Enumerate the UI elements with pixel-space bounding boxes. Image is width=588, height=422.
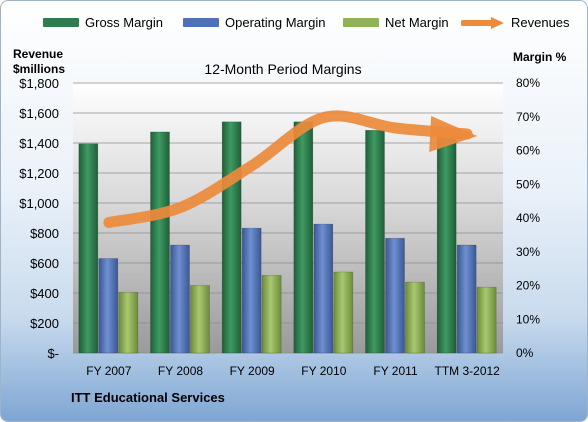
left-axis-title-line-1: Revenue bbox=[13, 47, 64, 61]
right-tick-label: 20% bbox=[516, 279, 540, 293]
bar-gross-margin bbox=[436, 133, 457, 354]
company-name: ITT Educational Services bbox=[71, 390, 225, 405]
left-tick-label: $- bbox=[47, 346, 59, 361]
right-tick-label: 80% bbox=[516, 76, 540, 90]
chart-title: 12-Month Period Margins bbox=[204, 61, 361, 77]
x-tick-label: FY 2007 bbox=[86, 364, 131, 378]
legend-label-gross-margin: Gross Margin bbox=[85, 15, 164, 30]
bar-operating-margin bbox=[456, 244, 477, 354]
bar-net-margin bbox=[405, 281, 425, 354]
x-tick-label: FY 2008 bbox=[158, 364, 203, 378]
right-tick-label: 60% bbox=[516, 144, 540, 158]
left-tick-label: $1,200 bbox=[19, 166, 59, 181]
legend-label-revenues: Revenues bbox=[511, 15, 570, 30]
bar-net-margin bbox=[190, 285, 210, 354]
right-tick-label: 50% bbox=[516, 177, 540, 191]
bar-operating-margin bbox=[241, 227, 262, 354]
left-tick-label: $400 bbox=[30, 286, 59, 301]
bar-gross-margin bbox=[293, 121, 314, 354]
revenue-line-path bbox=[103, 110, 473, 228]
bar-net-margin bbox=[476, 286, 497, 354]
right-tick-label: 10% bbox=[516, 312, 540, 326]
x-tick-label: FY 2010 bbox=[301, 364, 346, 378]
legend-swatch-net-margin bbox=[343, 18, 379, 27]
right-axis-title: Margin % bbox=[513, 50, 567, 64]
left-axis-title: Revenue $millions bbox=[13, 47, 65, 77]
revenue-line bbox=[103, 110, 478, 228]
left-tick-label: $600 bbox=[30, 256, 59, 271]
left-tick-label: $1,600 bbox=[19, 106, 59, 121]
legend-label-net-margin: Net Margin bbox=[385, 15, 449, 30]
right-tick-label: 40% bbox=[516, 211, 540, 225]
legend-swatch-operating-margin bbox=[183, 18, 219, 27]
bar-net-margin bbox=[261, 275, 282, 354]
bars bbox=[78, 121, 497, 354]
bar-net-margin bbox=[333, 271, 354, 354]
tick-labels: $- $200 $400 $600 $800 $1,000 $1,200 $1,400 $1,6… bbox=[19, 76, 540, 378]
legend-label-operating-margin: Operating Margin bbox=[225, 15, 326, 30]
left-tick-label: $1,800 bbox=[19, 76, 59, 91]
x-tick-label: FY 2011 bbox=[373, 364, 418, 378]
bar-net-margin bbox=[118, 291, 139, 354]
left-tick-label: $200 bbox=[30, 316, 59, 331]
legend: Gross Margin Operating Margin Net Margin… bbox=[15, 15, 577, 35]
left-axis-title-line-2: $millions bbox=[13, 62, 66, 76]
bar-gross-margin bbox=[150, 131, 170, 354]
bar-operating-margin bbox=[385, 237, 405, 354]
x-tick-label: TTM 3-2012 bbox=[434, 364, 500, 378]
right-tick-label: 70% bbox=[516, 110, 540, 124]
revenue-arrowhead bbox=[429, 116, 478, 152]
left-tick-label: $800 bbox=[30, 226, 59, 241]
bar-operating-margin bbox=[170, 244, 190, 354]
legend-item-revenues: Revenues bbox=[461, 15, 570, 30]
left-tick-label: $1,000 bbox=[19, 196, 59, 211]
bar-gross-margin bbox=[365, 129, 385, 354]
bar-operating-margin bbox=[98, 258, 119, 354]
legend-item-operating-margin: Operating Margin bbox=[183, 15, 325, 30]
right-tick-label: 0% bbox=[516, 346, 534, 360]
legend-item-gross-margin: Gross Margin bbox=[43, 15, 163, 30]
right-tick-label: 30% bbox=[516, 245, 540, 259]
legend-arrow-icon bbox=[461, 16, 504, 29]
gridlines bbox=[73, 82, 503, 354]
bar-gross-margin bbox=[78, 143, 99, 354]
legend-item-net-margin: Net Margin bbox=[343, 15, 449, 30]
bar-gross-margin bbox=[221, 121, 242, 354]
x-tick-label: FY 2009 bbox=[230, 364, 275, 378]
bar-operating-margin bbox=[313, 223, 334, 354]
left-tick-label: $1,400 bbox=[19, 136, 59, 151]
legend-swatch-gross-margin bbox=[43, 18, 79, 27]
